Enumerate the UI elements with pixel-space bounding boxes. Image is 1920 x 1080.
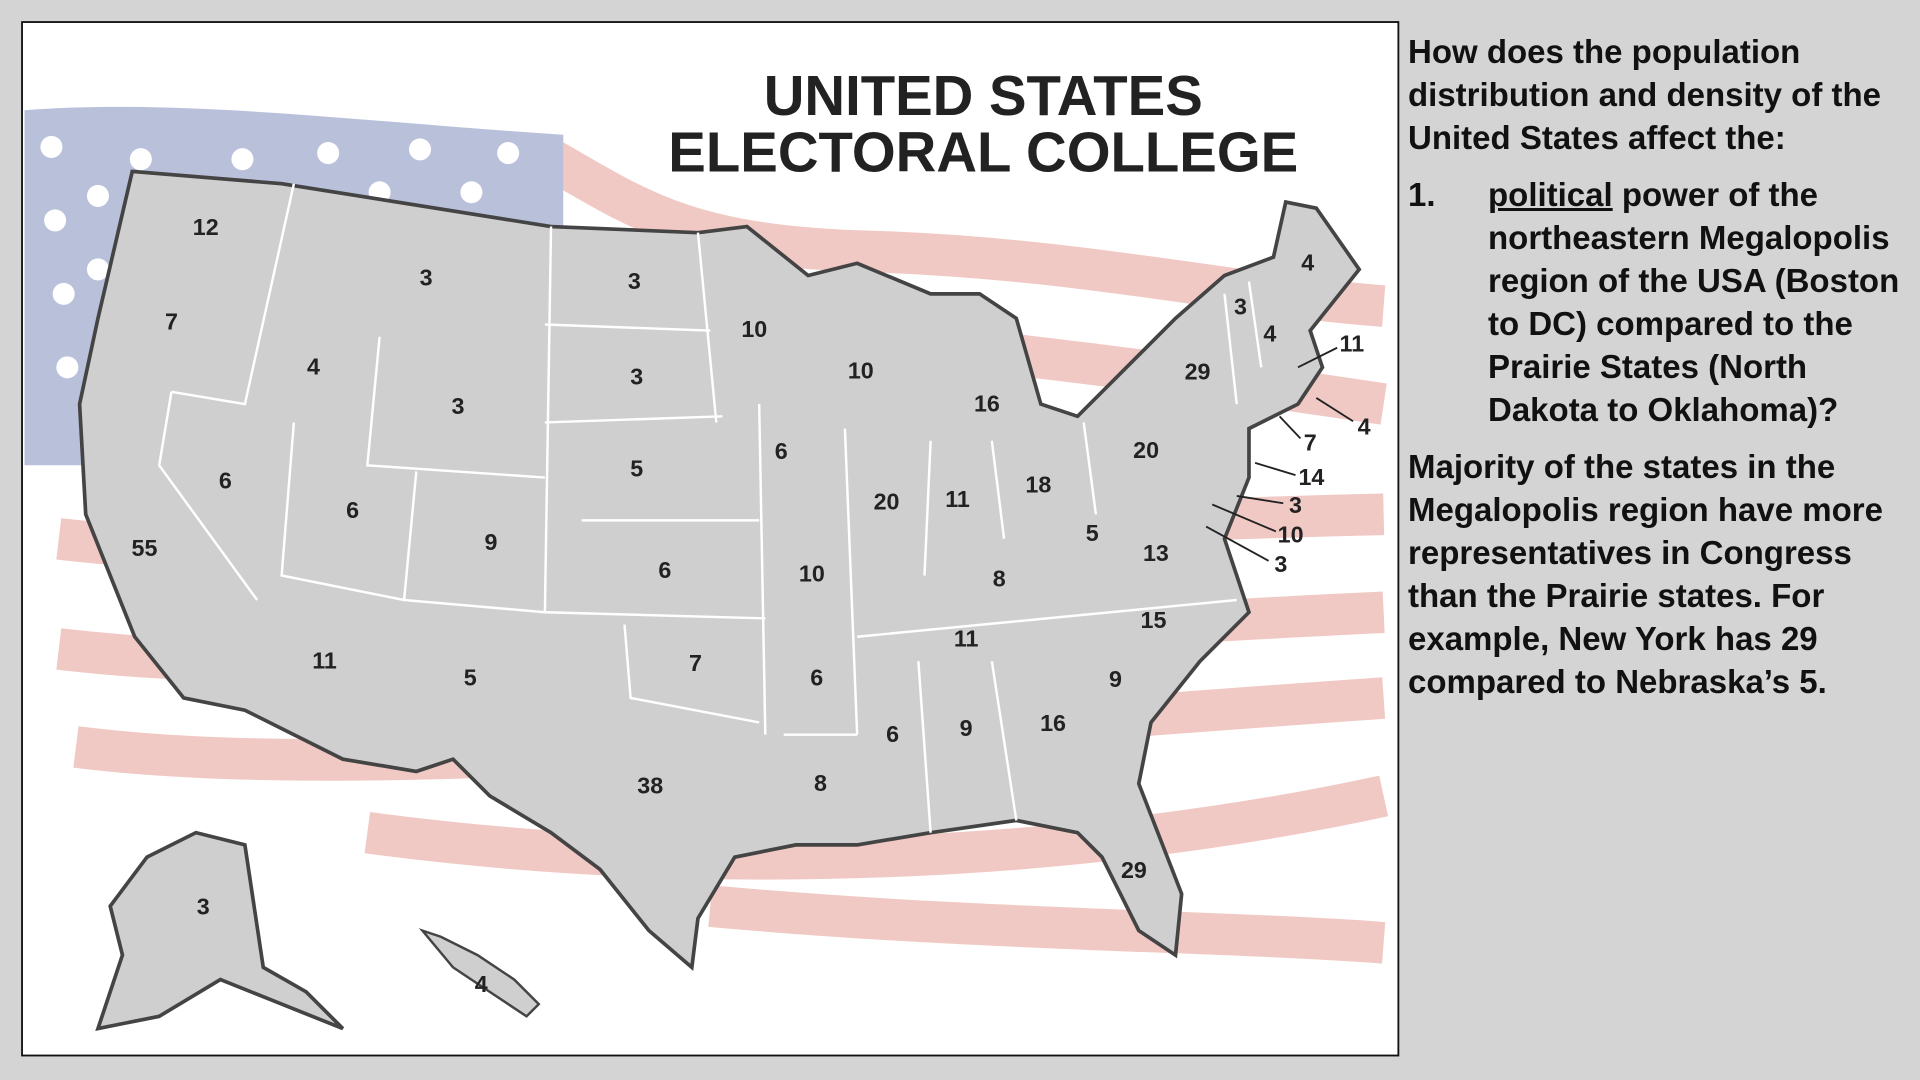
state-votes: 4	[1301, 250, 1314, 276]
state-votes: 16	[974, 390, 1000, 416]
state-votes: 6	[219, 468, 232, 494]
state-votes: 7	[1304, 430, 1317, 456]
state-votes: 4	[1358, 414, 1371, 440]
state-votes: 11	[1340, 330, 1365, 356]
state-votes: 11	[945, 486, 970, 512]
state-votes: 10	[848, 357, 874, 383]
flag-stars	[40, 135, 520, 379]
state-votes: 3	[628, 268, 641, 294]
state-votes: 16	[1040, 710, 1066, 736]
list-item: 1. political power of the northeastern M…	[1408, 173, 1908, 431]
state-votes: 3	[420, 264, 433, 290]
map-title: UNITED STATES	[764, 64, 1203, 127]
item-body: political power of the northeastern Mega…	[1488, 173, 1908, 431]
state-votes: 3	[630, 364, 643, 390]
state-votes: 7	[689, 650, 702, 676]
state-votes: 10	[741, 316, 767, 342]
state-votes: 8	[993, 566, 1006, 592]
question: How does the population distribution and…	[1408, 33, 1881, 156]
item-text: power of the northeastern Megalopolis re…	[1488, 176, 1900, 428]
state-votes: 6	[658, 557, 671, 583]
map-title: ELECTORAL COLLEGE	[668, 120, 1298, 183]
state-votes: 13	[1143, 540, 1169, 566]
state-votes: 3	[1234, 294, 1247, 320]
state-votes: 6	[810, 665, 823, 691]
state-votes: 11	[312, 648, 337, 674]
state-votes: 9	[1109, 666, 1122, 692]
state-votes: 38	[637, 772, 663, 798]
state-votes: 10	[1278, 521, 1304, 547]
state-votes: 29	[1185, 359, 1211, 385]
side-text: How does the population distribution and…	[1408, 30, 1908, 717]
state-votes: 15	[1141, 607, 1167, 633]
state-votes: 3	[197, 894, 210, 920]
state-votes: 9	[960, 715, 973, 741]
leader-lines	[1205, 346, 1354, 562]
state-votes: 3	[1274, 551, 1287, 577]
state-votes: 11	[954, 626, 979, 652]
state-votes: 6	[775, 438, 788, 464]
state-votes: 55	[132, 535, 158, 561]
state-votes: 29	[1121, 857, 1147, 883]
state-votes: 4	[1263, 321, 1276, 347]
state-votes: 20	[1133, 437, 1159, 463]
state-votes: 18	[1025, 471, 1051, 497]
state-votes: 3	[451, 393, 464, 419]
state-votes: 4	[475, 971, 488, 997]
us-map	[77, 169, 1362, 1031]
state-votes: 5	[464, 665, 477, 691]
state-votes: 6	[886, 721, 899, 747]
state-votes: 4	[307, 354, 320, 380]
underlined-word: political	[1488, 176, 1613, 213]
state-votes: 3	[1289, 492, 1302, 518]
answer: Majority of the states in the Megalopoli…	[1408, 448, 1883, 700]
state-votes: 9	[485, 529, 498, 555]
state-votes: 14	[1298, 464, 1324, 490]
state-votes: 5	[1086, 520, 1099, 546]
state-votes: 8	[814, 770, 827, 796]
state-votes: 6	[346, 497, 359, 523]
state-votes: 20	[874, 488, 900, 514]
state-votes: 12	[193, 214, 219, 240]
state-votes: 5	[630, 455, 643, 481]
item-number: 1.	[1408, 176, 1436, 213]
state-votes: 7	[165, 308, 178, 334]
state-votes: 10	[799, 561, 825, 587]
